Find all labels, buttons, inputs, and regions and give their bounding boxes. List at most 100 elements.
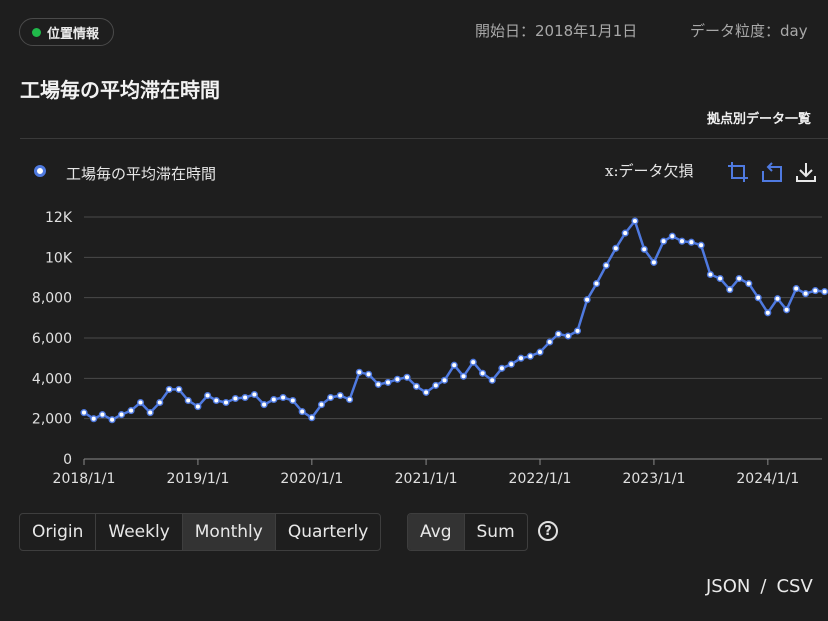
data-point[interactable]	[564, 332, 572, 340]
data-point[interactable]	[573, 327, 582, 335]
data-point[interactable]	[450, 361, 458, 369]
data-point[interactable]	[194, 403, 202, 411]
crop-icon[interactable]	[726, 160, 750, 184]
data-point[interactable]	[631, 217, 639, 225]
location-info-badge[interactable]: 位置情報	[19, 18, 115, 46]
data-point[interactable]	[706, 270, 714, 279]
export-csv-link[interactable]: CSV	[776, 576, 813, 597]
data-point[interactable]	[212, 396, 220, 405]
data-point[interactable]	[687, 238, 695, 246]
granularity-quarterly-button[interactable]: Quarterly	[274, 514, 380, 550]
data-point[interactable]	[403, 373, 411, 381]
data-point[interactable]	[98, 411, 106, 419]
data-point[interactable]	[250, 390, 258, 399]
legend-marker-icon[interactable]	[34, 165, 46, 177]
granularity-button-group: Origin Weekly Monthly Quarterly	[19, 513, 382, 551]
data-point[interactable]	[384, 378, 392, 386]
data-point[interactable]	[184, 396, 192, 405]
data-point[interactable]	[697, 241, 705, 249]
data-point[interactable]	[745, 280, 753, 288]
legend-label[interactable]: 工場毎の平均滞在時間	[66, 165, 217, 183]
aggregate-avg-button[interactable]: Avg	[408, 514, 464, 550]
data-point[interactable]	[726, 286, 734, 294]
data-point[interactable]	[346, 395, 354, 404]
data-point[interactable]	[792, 285, 800, 293]
data-point[interactable]	[270, 395, 278, 404]
data-point[interactable]	[754, 294, 762, 302]
export-json-link[interactable]: JSON	[706, 576, 751, 597]
data-point[interactable]	[517, 354, 525, 362]
data-point[interactable]	[298, 408, 306, 416]
data-point[interactable]	[355, 368, 363, 376]
aggregate-sum-button[interactable]: Sum	[463, 514, 527, 550]
data-point[interactable]	[602, 261, 610, 269]
data-point[interactable]	[241, 393, 249, 402]
data-point[interactable]	[136, 398, 145, 407]
data-point[interactable]	[536, 348, 544, 356]
data-point[interactable]	[735, 274, 743, 283]
data-point[interactable]	[488, 376, 496, 384]
data-point[interactable]	[127, 407, 135, 415]
data-point[interactable]	[498, 364, 506, 372]
data-point[interactable]	[165, 385, 173, 393]
data-point[interactable]	[327, 393, 335, 402]
data-point[interactable]	[108, 416, 116, 424]
data-point[interactable]	[716, 274, 724, 283]
reset-icon[interactable]	[760, 160, 784, 184]
data-point[interactable]	[279, 393, 287, 402]
data-point[interactable]	[231, 394, 239, 403]
help-icon[interactable]: ?	[538, 521, 558, 541]
data-point[interactable]	[374, 380, 382, 388]
data-point[interactable]	[432, 381, 440, 389]
data-point[interactable]	[412, 382, 420, 390]
data-point[interactable]	[821, 288, 828, 296]
data-point[interactable]	[459, 372, 468, 380]
badge-label: 位置情報	[47, 26, 100, 42]
data-point[interactable]	[678, 237, 686, 245]
data-point[interactable]	[526, 352, 534, 360]
x-tick-label: 2024/1/1	[736, 471, 799, 487]
data-point[interactable]	[546, 338, 554, 346]
data-point[interactable]	[317, 401, 326, 409]
data-point[interactable]	[365, 370, 373, 378]
data-point[interactable]	[80, 409, 88, 417]
download-icon[interactable]	[794, 160, 818, 184]
data-point[interactable]	[802, 290, 810, 298]
site-data-list-link[interactable]: 拠点別データ一覧	[707, 112, 812, 127]
data-point[interactable]	[175, 385, 183, 393]
data-point[interactable]	[289, 396, 297, 405]
data-point[interactable]	[146, 409, 154, 417]
data-point[interactable]	[612, 244, 620, 252]
data-point[interactable]	[507, 360, 515, 368]
data-point[interactable]	[117, 411, 126, 419]
data-point[interactable]	[811, 287, 819, 295]
data-point[interactable]	[583, 296, 591, 304]
data-point[interactable]	[90, 415, 98, 423]
data-point[interactable]	[640, 245, 648, 253]
data-point[interactable]	[660, 237, 668, 245]
granularity-weekly-button[interactable]: Weekly	[95, 514, 181, 550]
data-point[interactable]	[336, 391, 344, 400]
data-point[interactable]	[440, 376, 449, 384]
line-chart[interactable]: 0 2,000 4,000 6,000 8,000 10K 12K 2018/1/1 2019…	[0, 195, 828, 495]
data-point[interactable]	[592, 280, 601, 288]
data-point[interactable]	[222, 398, 230, 407]
data-point[interactable]	[783, 306, 791, 314]
data-point[interactable]	[204, 391, 212, 400]
data-point[interactable]	[156, 398, 164, 407]
data-point[interactable]	[621, 229, 629, 237]
data-point[interactable]	[469, 358, 477, 366]
granularity-monthly-button[interactable]: Monthly	[181, 514, 275, 550]
data-point[interactable]	[650, 258, 658, 266]
data-point[interactable]	[308, 414, 316, 422]
data-point[interactable]	[393, 375, 401, 383]
granularity-origin-button[interactable]: Origin	[32, 522, 84, 542]
data-point[interactable]	[260, 401, 268, 409]
data-point[interactable]	[479, 369, 487, 377]
data-point[interactable]	[764, 309, 772, 317]
data-point[interactable]	[773, 295, 782, 303]
y-tick-label: 4,000	[32, 371, 72, 387]
data-point[interactable]	[554, 330, 562, 338]
data-point[interactable]	[668, 232, 676, 240]
data-point[interactable]	[422, 388, 430, 396]
